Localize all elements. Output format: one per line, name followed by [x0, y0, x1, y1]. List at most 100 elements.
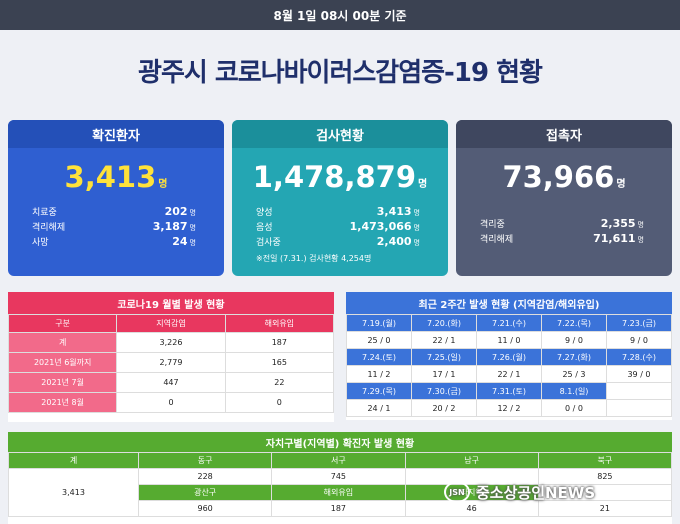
district-value: 187: [271, 500, 406, 517]
cell: 187: [224, 332, 335, 353]
date-cell: 7.26.(월): [476, 348, 542, 366]
district-header: [537, 484, 673, 501]
table-header-row: 구분 지역감염 해외유입: [7, 314, 335, 333]
district-value: 21: [537, 500, 673, 517]
value-cell: 9 / 0: [541, 331, 607, 349]
recent-table: 7.19.(월) 7.20.(화) 7.21.(수) 7.22.(목) 7.23.(금)…: [346, 314, 672, 417]
tests-total-value: 1,478,879: [252, 160, 417, 194]
stat-unit: 명: [189, 239, 196, 247]
recent-title: 최근 2주간 발생 현황 (지역감염/해외유입): [346, 292, 672, 314]
district-value: 745: [271, 468, 406, 485]
monthly-title: 코로나19 월별 발생 현황: [8, 292, 334, 314]
district-value: 228: [137, 468, 273, 485]
watermark: JSN 중소상공인NEWS: [444, 478, 595, 506]
tests-total: 1,478,879 명: [232, 160, 448, 194]
value-cell: 25 / 3: [541, 365, 607, 383]
value-cell: 9 / 0: [606, 331, 672, 349]
stat-row: 격리중 2,355 명: [480, 216, 644, 231]
confirmed-total-unit: 명: [158, 179, 168, 190]
stat-label: 사망: [32, 238, 49, 248]
monthly-panel: 코로나19 월별 발생 현황 구분 지역감염 해외유입 계 3,226 187 20…: [7, 292, 335, 422]
table-row: 2021년 8월 0 0: [7, 392, 335, 413]
stat-unit: 명: [189, 209, 196, 217]
contacts-total-unit: 명: [616, 179, 626, 190]
value-cell: 0 / 0: [541, 399, 607, 417]
date-cell: 7.25.(일): [411, 348, 477, 366]
cell: 447: [116, 372, 226, 393]
date-cell: [606, 382, 672, 400]
district-header: 동구: [137, 452, 273, 469]
confirmed-total-value: 3,413: [64, 160, 157, 194]
cell: 0: [224, 392, 335, 413]
value-cell: 24 / 1: [346, 399, 412, 417]
table-row: 2021년 6월까지 2,779 165: [7, 352, 335, 373]
row-label: 2021년 6월까지: [7, 352, 118, 373]
stat-label: 격리중: [480, 220, 505, 230]
value-row: 11 / 2 17 / 1 22 / 1 25 / 3 39 / 0: [346, 365, 672, 383]
page-title: 광주시 코로나바이러스감염증-19 현황: [138, 58, 543, 88]
stat-value: 2,400: [376, 235, 412, 248]
row-label: 계: [7, 332, 118, 353]
value-cell: 22 / 1: [476, 365, 542, 383]
stat-value: 202: [164, 205, 188, 218]
date-cell: 7.27.(화): [541, 348, 607, 366]
stat-row: 양성 3,413 명: [256, 204, 420, 219]
date-cell: 7.20.(화): [411, 314, 477, 332]
confirmed-total: 3,413 명: [8, 160, 224, 194]
table-row: 2021년 7월 447 22: [7, 372, 335, 393]
district-value-row: 960 187 46 21: [9, 500, 673, 517]
date-cell: 7.22.(목): [541, 314, 607, 332]
value-cell: 12 / 2: [476, 399, 542, 417]
district-title: 자치구별(지역별) 확진자 발생 현황: [8, 432, 672, 452]
tests-note: ※전일 (7.31.) 검사현황 4,254명: [256, 254, 372, 263]
total-value: 3,413: [8, 468, 139, 517]
stat-row: 사망 24 명: [32, 234, 196, 249]
stat-value: 2,355: [600, 217, 636, 230]
stat-value: 3,413: [376, 205, 412, 218]
tests-card-title: 검사현황: [232, 120, 448, 148]
stat-unit: 명: [413, 224, 420, 232]
stat-row: 격리해제 71,611 명: [480, 231, 644, 246]
stat-unit: 명: [413, 209, 420, 217]
district-header: 광산구: [137, 484, 273, 501]
stat-label: 검사중: [256, 238, 281, 248]
date-cell: 7.31.(토): [476, 382, 542, 400]
stat-label: 음성: [256, 223, 273, 233]
date-cell: 7.23.(금): [606, 314, 672, 332]
value-cell: 11 / 0: [476, 331, 542, 349]
stat-value: 1,473,066: [349, 220, 412, 233]
stat-unit: 명: [189, 224, 196, 232]
value-cell: [606, 399, 672, 417]
table-header: 지역감염: [116, 314, 226, 333]
recent-panel: 최근 2주간 발생 현황 (지역감염/해외유입) 7.19.(월) 7.20.(화…: [346, 292, 672, 420]
timestamp: 8월 1일 08시 00분 기준: [273, 8, 407, 23]
confirmed-card-title: 확진환자: [8, 120, 224, 148]
value-cell: 39 / 0: [606, 365, 672, 383]
contacts-total-value: 73,966: [502, 160, 615, 194]
confirmed-card: 확진환자 3,413 명 치료중 202 명 격리해제 3,187 명 사망 24 명: [8, 120, 224, 276]
cell: 2,779: [116, 352, 226, 373]
stat-label: 격리해제: [480, 235, 514, 245]
date-row: 7.24.(토) 7.25.(일) 7.26.(월) 7.27.(화) 7.28.(수): [346, 348, 672, 366]
row-label: 2021년 8월: [7, 392, 118, 413]
district-header: 서구: [271, 452, 406, 469]
date-cell: 8.1.(일): [541, 382, 607, 400]
value-cell: 17 / 1: [411, 365, 477, 383]
stat-row: 검사중 2,400 명: [256, 234, 420, 249]
tests-total-unit: 명: [418, 179, 428, 190]
district-header: 남구: [404, 452, 539, 469]
contacts-card: 접촉자 73,966 명 격리중 2,355 명 격리해제 71,611 명: [456, 120, 672, 276]
stat-row: 치료중 202 명: [32, 204, 196, 219]
district-header-row: 계 동구 서구 남구 북구: [8, 452, 673, 469]
value-cell: 11 / 2: [346, 365, 412, 383]
jsn-logo-icon: JSN: [444, 481, 470, 503]
date-cell: 7.21.(수): [476, 314, 542, 332]
cell: 0: [116, 392, 226, 413]
date-row: 7.19.(월) 7.20.(화) 7.21.(수) 7.22.(목) 7.23.(금): [346, 314, 672, 332]
table-header: 구분: [7, 314, 118, 333]
stat-value: 3,187: [152, 220, 188, 233]
stat-unit: 명: [413, 239, 420, 247]
stat-label: 치료중: [32, 208, 57, 218]
date-cell: 7.28.(수): [606, 348, 672, 366]
date-cell: 7.30.(금): [411, 382, 477, 400]
